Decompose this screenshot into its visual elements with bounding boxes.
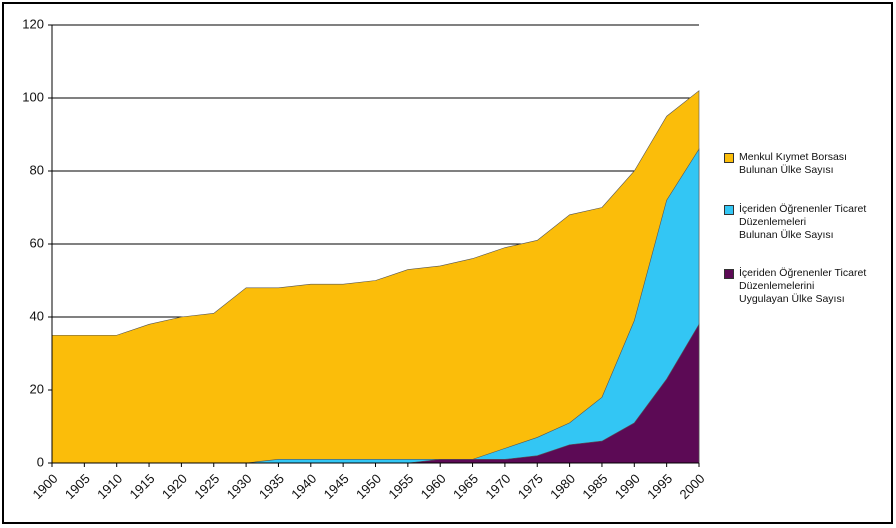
x-tick-label: 1900 — [29, 471, 60, 502]
area — [51, 90, 700, 464]
y-tick-label: 80 — [30, 162, 44, 177]
y-tick-label: 0 — [37, 454, 44, 469]
legend-label: İçeriden Öğrenenler Ticaret Düzenlemeler… — [739, 203, 867, 241]
x-tick-label: 1980 — [547, 471, 578, 502]
legend-label: İçeriden Öğrenenler Ticaret Düzenlemeler… — [739, 267, 867, 305]
x-tick-label: 1995 — [644, 471, 675, 502]
y-tick-label: 60 — [30, 235, 44, 250]
x-tick-label: 1960 — [418, 471, 449, 502]
x-tick-label: 1930 — [224, 471, 255, 502]
x-tick-label: 1970 — [482, 471, 513, 502]
x-tick-label: 2000 — [676, 471, 707, 502]
legend-swatch — [724, 205, 734, 215]
y-tick-label: 40 — [30, 308, 44, 323]
x-tick-label: 1935 — [256, 471, 287, 502]
x-tick-label: 1965 — [450, 471, 481, 502]
y-tick-label: 120 — [22, 16, 44, 31]
x-tick-label: 1990 — [612, 471, 643, 502]
legend-swatch — [724, 269, 734, 279]
y-tick-label: 20 — [30, 381, 44, 396]
x-tick-label: 1985 — [579, 471, 610, 502]
x-tick-label: 1915 — [127, 471, 158, 502]
y-tick-label: 100 — [22, 89, 44, 104]
x-tick-label: 1920 — [159, 471, 190, 502]
x-tick-label: 1955 — [385, 471, 416, 502]
x-tick-label: 1950 — [353, 471, 384, 502]
legend-label: Menkul Kıymet Borsası Bulunan Ülke Sayıs… — [739, 151, 847, 176]
x-tick-label: 1945 — [321, 471, 352, 502]
x-tick-label: 1940 — [288, 471, 319, 502]
x-tick-label: 1910 — [94, 471, 125, 502]
x-tick-label: 1975 — [515, 471, 546, 502]
legend-item: Menkul Kıymet Borsası Bulunan Ülke Sayıs… — [724, 151, 847, 177]
legend-item: İçeriden Öğrenenler Ticaret Düzenlemeler… — [724, 203, 866, 242]
legend-item: İçeriden Öğrenenler Ticaret Düzenlemeler… — [724, 267, 866, 306]
x-tick-label: 1905 — [62, 471, 93, 502]
legend-swatch — [724, 153, 734, 163]
x-tick-label: 1925 — [191, 471, 222, 502]
